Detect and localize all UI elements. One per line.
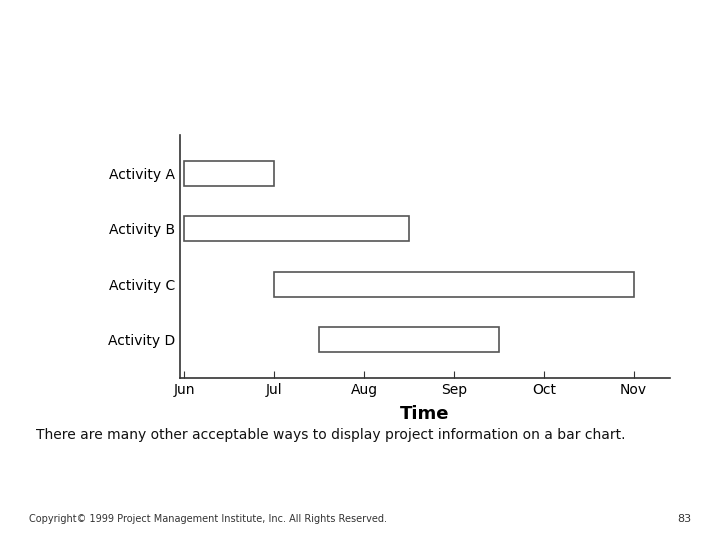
Text: 83: 83 — [677, 515, 691, 524]
Text: Bar/Gantt Chart: Bar/Gantt Chart — [248, 55, 472, 79]
Bar — [184, 217, 409, 241]
X-axis label: Time: Time — [400, 405, 449, 423]
Text: Scheduling Techniques: Scheduling Techniques — [199, 19, 521, 43]
Bar — [319, 327, 499, 352]
Text: There are many other acceptable ways to display project information on a bar cha: There are many other acceptable ways to … — [36, 428, 626, 442]
Text: Copyright© 1999 Project Management Institute, Inc. All Rights Reserved.: Copyright© 1999 Project Management Insti… — [29, 515, 387, 524]
Bar — [184, 161, 274, 186]
Bar — [274, 272, 634, 296]
